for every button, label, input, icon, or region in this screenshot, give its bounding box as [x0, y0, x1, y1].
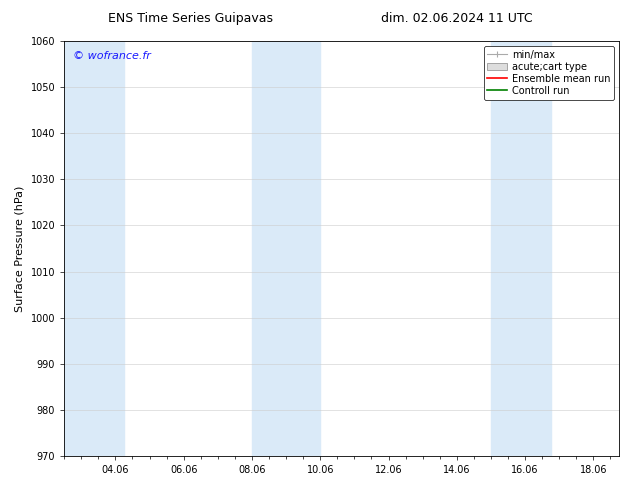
Y-axis label: Surface Pressure (hPa): Surface Pressure (hPa) — [15, 185, 25, 312]
Bar — [491, 41, 551, 456]
Bar — [252, 41, 320, 456]
Text: dim. 02.06.2024 11 UTC: dim. 02.06.2024 11 UTC — [380, 12, 533, 25]
Text: ENS Time Series Guipavas: ENS Time Series Guipavas — [108, 12, 273, 25]
Bar — [64, 41, 124, 456]
Legend: min/max, acute;cart type, Ensemble mean run, Controll run: min/max, acute;cart type, Ensemble mean … — [484, 46, 614, 99]
Text: © wofrance.fr: © wofrance.fr — [72, 51, 150, 61]
